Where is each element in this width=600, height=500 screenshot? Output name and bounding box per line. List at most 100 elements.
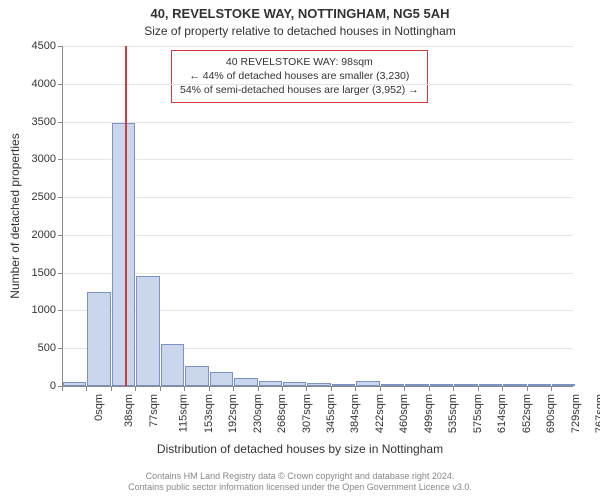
x-tick-label: 77sqm [148,394,160,427]
y-tick-label: 1000 [6,304,56,316]
footer-line-2: Contains public sector information licen… [0,482,600,494]
x-tick-label: 115sqm [178,394,190,432]
x-tick-label: 767sqm [594,394,600,433]
histogram-bar [136,276,159,386]
y-tick-mark [58,197,63,198]
x-tick-mark [184,386,185,391]
x-tick-mark [331,386,332,391]
info-line-3: 54% of semi-detached houses are larger (… [180,83,419,97]
histogram-bar [552,384,575,386]
x-tick-mark [527,386,528,391]
x-tick-mark [86,386,87,391]
y-tick-mark [58,273,63,274]
histogram-bar [332,384,355,386]
x-tick-label: 652sqm [521,394,533,433]
chart-container: 40, REVELSTOKE WAY, NOTTINGHAM, NG5 5AH … [0,0,600,500]
x-tick-label: 0sqm [93,394,105,421]
x-tick-label: 192sqm [227,394,239,433]
histogram-bar [356,381,379,386]
x-tick-mark [209,386,210,391]
x-tick-label: 38sqm [123,394,135,427]
histogram-bar [405,384,428,386]
x-tick-label: 307sqm [301,394,313,433]
x-tick-mark [135,386,136,391]
x-tick-mark [380,386,381,391]
y-tick-mark [58,46,63,47]
x-tick-label: 268sqm [276,394,288,433]
x-tick-label: 345sqm [325,394,337,433]
x-tick-mark [478,386,479,391]
y-tick-label: 1500 [6,267,56,279]
x-tick-mark [233,386,234,391]
y-tick-mark [58,310,63,311]
y-tick-mark [58,235,63,236]
grid-line [63,122,573,123]
x-tick-mark [404,386,405,391]
histogram-bar [259,381,282,386]
reference-line [125,46,127,386]
footer-attribution: Contains HM Land Registry data © Crown c… [0,471,600,494]
chart-subtitle: Size of property relative to detached ho… [0,24,600,38]
histogram-bar [185,366,208,386]
grid-line [63,235,573,236]
histogram-bar [112,123,135,386]
x-tick-label: 614sqm [496,394,508,433]
histogram-bar [479,384,502,386]
plot-area: 40 REVELSTOKE WAY: 98sqm ← 44% of detach… [62,46,573,387]
y-tick-label: 3000 [6,153,56,165]
x-tick-label: 499sqm [423,394,435,433]
grid-line [63,84,573,85]
y-tick-label: 4500 [6,40,56,52]
histogram-bar [283,382,306,386]
grid-line [63,46,573,47]
x-tick-mark [453,386,454,391]
histogram-bar [161,344,184,386]
y-tick-label: 3500 [6,116,56,128]
histogram-bar [234,378,257,386]
x-tick-label: 575sqm [472,394,484,433]
x-tick-mark [282,386,283,391]
info-line-2: ← 44% of detached houses are smaller (3,… [180,69,419,83]
grid-line [63,273,573,274]
x-tick-mark [258,386,259,391]
histogram-bar [381,384,404,386]
chart-title: 40, REVELSTOKE WAY, NOTTINGHAM, NG5 5AH [0,6,600,21]
reference-info-box: 40 REVELSTOKE WAY: 98sqm ← 44% of detach… [171,50,428,103]
x-tick-label: 729sqm [570,394,582,433]
y-tick-mark [58,84,63,85]
histogram-bar [307,383,330,386]
x-tick-mark [111,386,112,391]
x-tick-label: 230sqm [252,394,264,433]
x-tick-label: 422sqm [374,394,386,433]
histogram-bar [454,384,477,386]
x-tick-label: 460sqm [399,394,411,433]
grid-line [63,197,573,198]
histogram-bar [87,292,110,386]
x-tick-mark [160,386,161,391]
info-line-1: 40 REVELSTOKE WAY: 98sqm [180,55,419,69]
y-tick-label: 500 [6,342,56,354]
y-tick-mark [58,122,63,123]
y-tick-label: 2500 [6,191,56,203]
x-tick-mark [62,386,63,391]
x-tick-label: 535sqm [447,394,459,433]
footer-line-1: Contains HM Land Registry data © Crown c… [0,471,600,483]
histogram-bar [210,372,233,386]
x-tick-label: 384sqm [350,394,362,433]
x-tick-label: 153sqm [203,394,215,433]
y-tick-mark [58,159,63,160]
x-axis-title: Distribution of detached houses by size … [0,442,600,456]
histogram-bar [503,384,526,386]
y-tick-mark [58,348,63,349]
y-tick-label: 4000 [6,78,56,90]
x-tick-mark [306,386,307,391]
histogram-bar [528,384,551,386]
histogram-bar [430,384,453,386]
x-tick-mark [551,386,552,391]
histogram-bar [63,382,86,386]
y-tick-label: 2000 [6,229,56,241]
grid-line [63,159,573,160]
x-tick-mark [429,386,430,391]
x-tick-mark [502,386,503,391]
x-tick-mark [355,386,356,391]
